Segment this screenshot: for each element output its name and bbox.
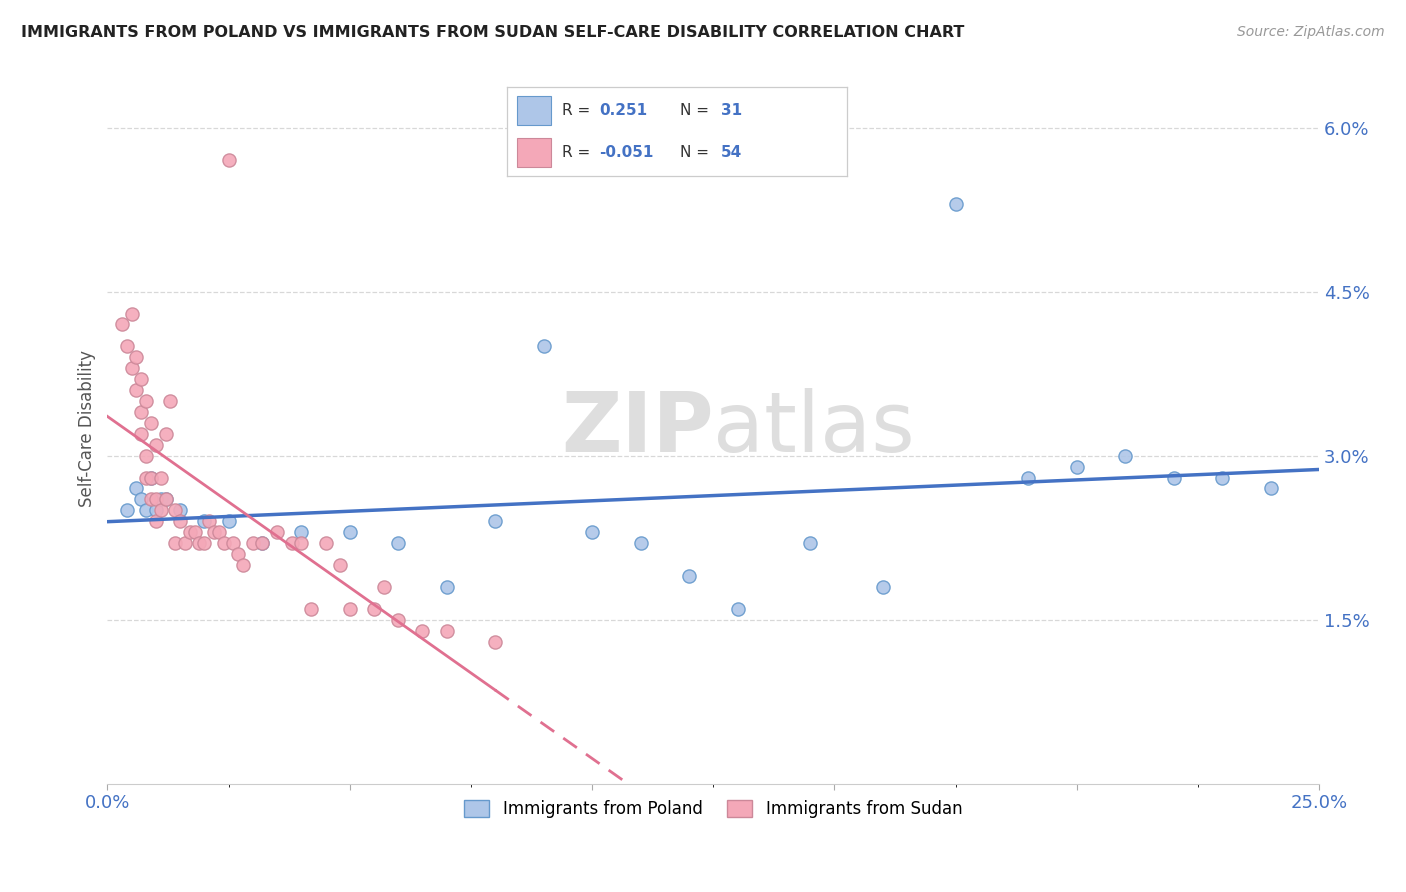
Point bbox=[232, 558, 254, 572]
Point bbox=[339, 601, 361, 615]
Point bbox=[193, 536, 215, 550]
Point bbox=[155, 426, 177, 441]
Y-axis label: Self-Care Disability: Self-Care Disability bbox=[79, 350, 96, 507]
Legend: Immigrants from Poland, Immigrants from Sudan: Immigrants from Poland, Immigrants from … bbox=[457, 794, 969, 825]
Point bbox=[1066, 459, 1088, 474]
Text: atlas: atlas bbox=[713, 388, 915, 469]
Point bbox=[135, 394, 157, 409]
Point bbox=[159, 394, 181, 409]
Point bbox=[174, 536, 197, 550]
Point bbox=[339, 525, 361, 540]
Point bbox=[218, 153, 240, 168]
Point bbox=[193, 514, 215, 528]
Point bbox=[436, 580, 458, 594]
Point bbox=[581, 525, 603, 540]
Point bbox=[484, 514, 506, 528]
Point bbox=[155, 492, 177, 507]
Point bbox=[202, 525, 225, 540]
Point bbox=[131, 426, 153, 441]
Point bbox=[329, 558, 352, 572]
Point bbox=[121, 361, 143, 376]
Point bbox=[155, 492, 177, 507]
Point bbox=[290, 536, 312, 550]
Point bbox=[212, 536, 235, 550]
Point bbox=[280, 536, 302, 550]
Point bbox=[363, 601, 385, 615]
Point bbox=[266, 525, 288, 540]
Point bbox=[135, 470, 157, 484]
Text: Source: ZipAtlas.com: Source: ZipAtlas.com bbox=[1237, 25, 1385, 39]
Point bbox=[411, 624, 433, 638]
Point bbox=[1211, 470, 1233, 484]
Point bbox=[1017, 470, 1039, 484]
Point bbox=[1114, 449, 1136, 463]
Point bbox=[436, 624, 458, 638]
Point bbox=[252, 536, 274, 550]
Point bbox=[131, 492, 153, 507]
Point bbox=[149, 503, 172, 517]
Point bbox=[188, 536, 211, 550]
Point bbox=[145, 492, 167, 507]
Point bbox=[135, 449, 157, 463]
Point bbox=[252, 536, 274, 550]
Point bbox=[218, 514, 240, 528]
Point bbox=[799, 536, 821, 550]
Point bbox=[630, 536, 652, 550]
Point bbox=[169, 503, 191, 517]
Point bbox=[139, 492, 162, 507]
Point bbox=[135, 503, 157, 517]
Point bbox=[242, 536, 264, 550]
Point bbox=[111, 318, 134, 332]
Point bbox=[208, 525, 231, 540]
Point bbox=[145, 438, 167, 452]
Point bbox=[179, 525, 201, 540]
Point bbox=[139, 416, 162, 430]
Point bbox=[145, 503, 167, 517]
Point bbox=[872, 580, 894, 594]
Point bbox=[533, 339, 555, 353]
Text: IMMIGRANTS FROM POLAND VS IMMIGRANTS FROM SUDAN SELF-CARE DISABILITY CORRELATION: IMMIGRANTS FROM POLAND VS IMMIGRANTS FRO… bbox=[21, 25, 965, 40]
Point bbox=[315, 536, 337, 550]
Point bbox=[387, 613, 409, 627]
Point bbox=[149, 470, 172, 484]
Point bbox=[222, 536, 245, 550]
Point bbox=[169, 514, 191, 528]
Point bbox=[226, 547, 249, 561]
Point bbox=[727, 601, 749, 615]
Point bbox=[183, 525, 205, 540]
Point bbox=[198, 514, 221, 528]
Point bbox=[1163, 470, 1185, 484]
Point bbox=[139, 470, 162, 484]
Point bbox=[139, 470, 162, 484]
Point bbox=[125, 482, 148, 496]
Point bbox=[1260, 482, 1282, 496]
Point bbox=[387, 536, 409, 550]
Point bbox=[165, 503, 187, 517]
Text: ZIP: ZIP bbox=[561, 388, 713, 469]
Point bbox=[131, 372, 153, 386]
Point bbox=[165, 536, 187, 550]
Point bbox=[299, 601, 322, 615]
Point bbox=[115, 503, 138, 517]
Point bbox=[945, 197, 967, 211]
Point bbox=[149, 492, 172, 507]
Point bbox=[145, 514, 167, 528]
Point bbox=[373, 580, 395, 594]
Point bbox=[115, 339, 138, 353]
Point bbox=[121, 307, 143, 321]
Point bbox=[290, 525, 312, 540]
Point bbox=[125, 351, 148, 365]
Point bbox=[484, 634, 506, 648]
Point bbox=[678, 569, 700, 583]
Point bbox=[131, 405, 153, 419]
Point bbox=[125, 383, 148, 397]
